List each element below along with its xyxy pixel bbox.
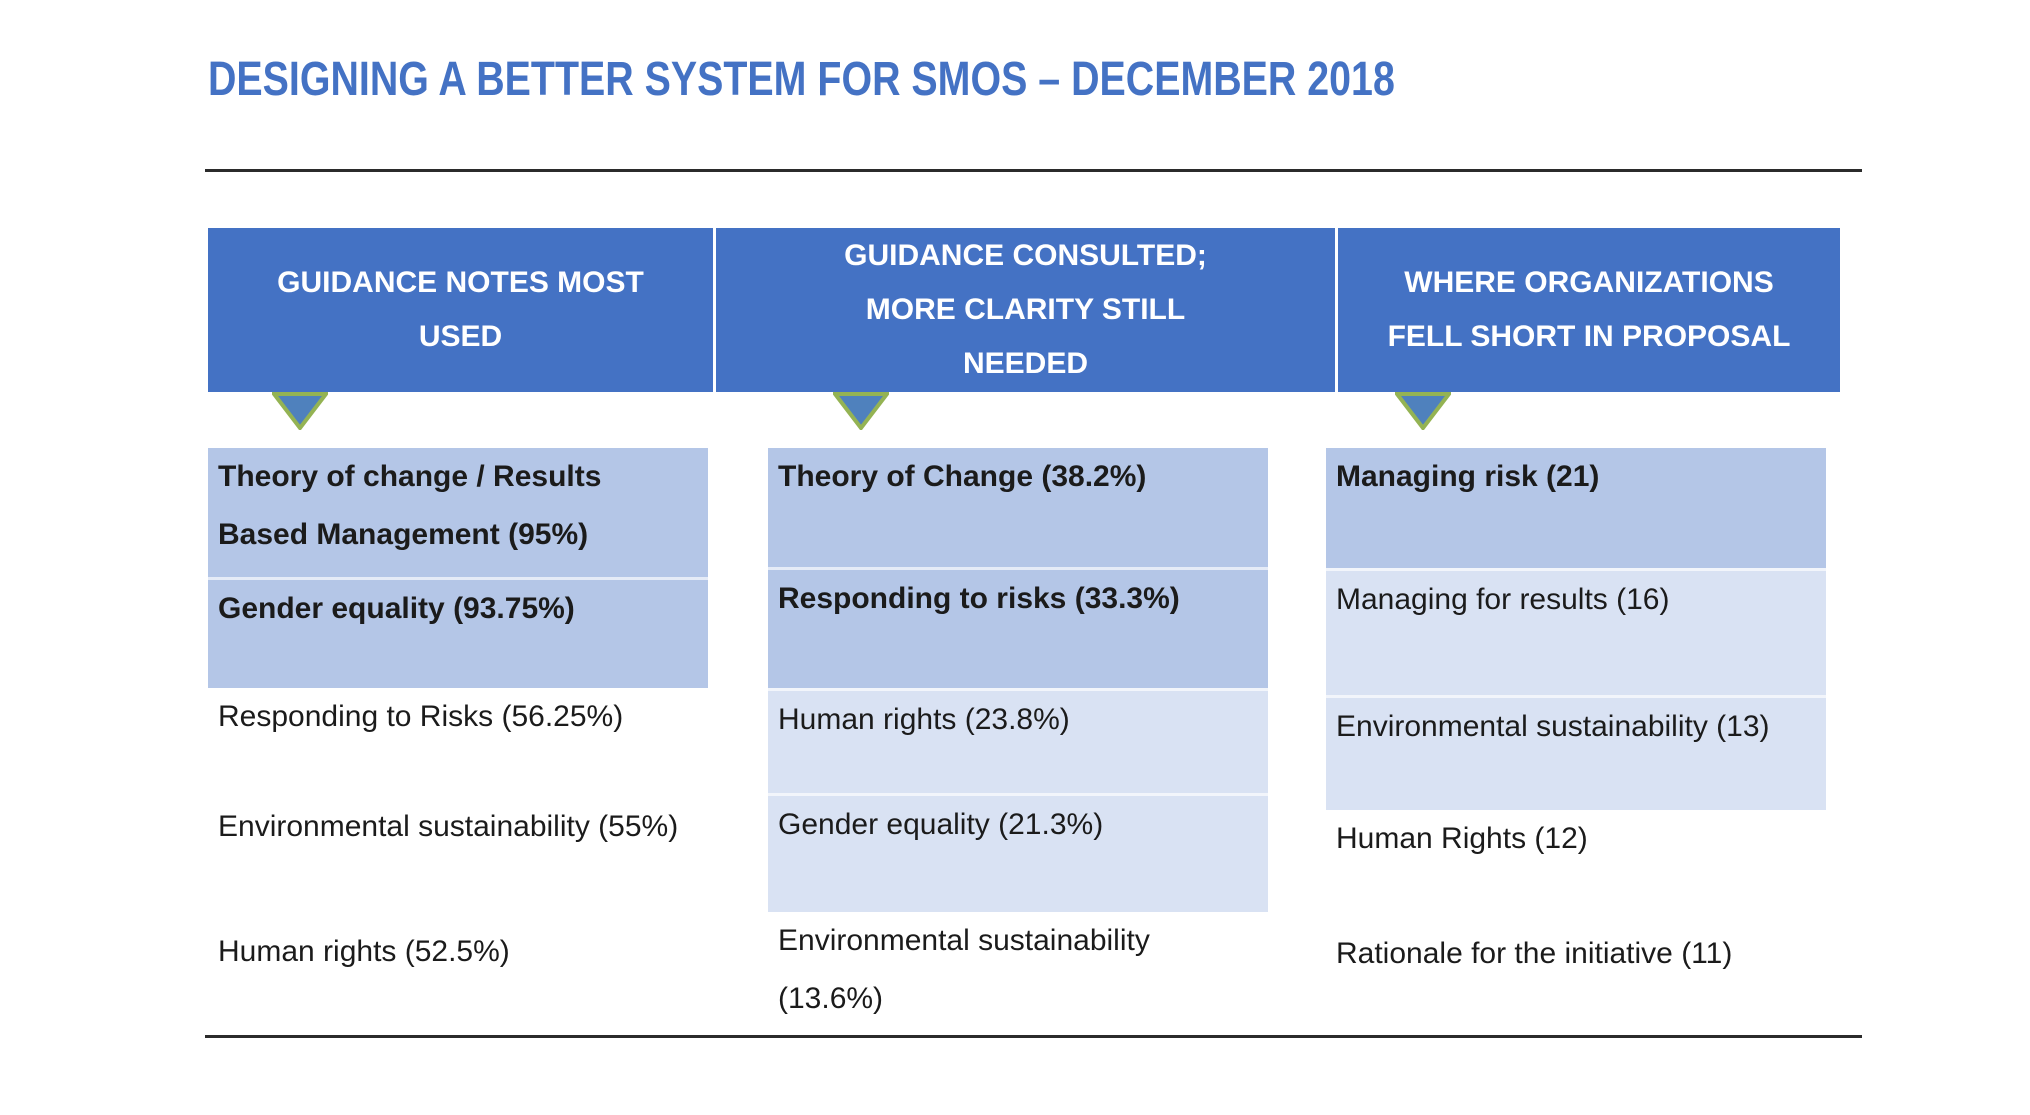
page-title: DESIGNING A BETTER SYSTEM FOR SMOS – DEC… bbox=[208, 53, 1395, 106]
list-item: Responding to risks (33.3%) bbox=[768, 567, 1268, 688]
column-header-guidance-notes-most-used: GUIDANCE NOTES MOST USED bbox=[208, 228, 713, 392]
list-item: Environmental sustainability (13) bbox=[1326, 695, 1826, 810]
down-arrow-icon bbox=[833, 392, 889, 430]
down-arrow-icon bbox=[1395, 392, 1451, 430]
list-item: Environmental sustainability (13.6%) bbox=[778, 924, 1150, 1015]
list-item: Responding to Risks (56.25%) bbox=[218, 700, 624, 733]
divider-top bbox=[205, 169, 1862, 172]
column-list-guidance-notes-most-used: Theory of change / Results Based Managem… bbox=[208, 448, 708, 1035]
list-item: Gender equality (93.75%) bbox=[208, 577, 708, 688]
list-item: Rationale for the initiative (11) bbox=[1336, 937, 1733, 970]
list-item: Human rights (52.5%) bbox=[218, 935, 510, 968]
list-item: Human rights (23.8%) bbox=[768, 688, 1268, 793]
column-header-guidance-consulted: GUIDANCE CONSULTED; MORE CLARITY STILL N… bbox=[716, 228, 1335, 392]
list-item: Managing for results (16) bbox=[1326, 568, 1826, 695]
list-item: Theory of change / Results Based Managem… bbox=[208, 448, 708, 577]
divider-bottom bbox=[205, 1035, 1862, 1038]
column-list-fell-short-in-proposal: Managing risk (21) Managing for results … bbox=[1326, 448, 1826, 1035]
list-item: Human Rights (12) bbox=[1336, 822, 1588, 855]
list-item: Environmental sustainability (55%) bbox=[218, 810, 679, 843]
column-list-guidance-consulted: Theory of Change (38.2%) Responding to r… bbox=[768, 448, 1268, 1035]
column-header-fell-short-in-proposal: WHERE ORGANIZATIONS FELL SHORT IN PROPOS… bbox=[1338, 228, 1840, 392]
list-item: Gender equality (21.3%) bbox=[768, 793, 1268, 912]
list-item: Managing risk (21) bbox=[1326, 448, 1826, 568]
down-arrow-icon bbox=[272, 392, 328, 430]
list-item: Theory of Change (38.2%) bbox=[768, 448, 1268, 567]
